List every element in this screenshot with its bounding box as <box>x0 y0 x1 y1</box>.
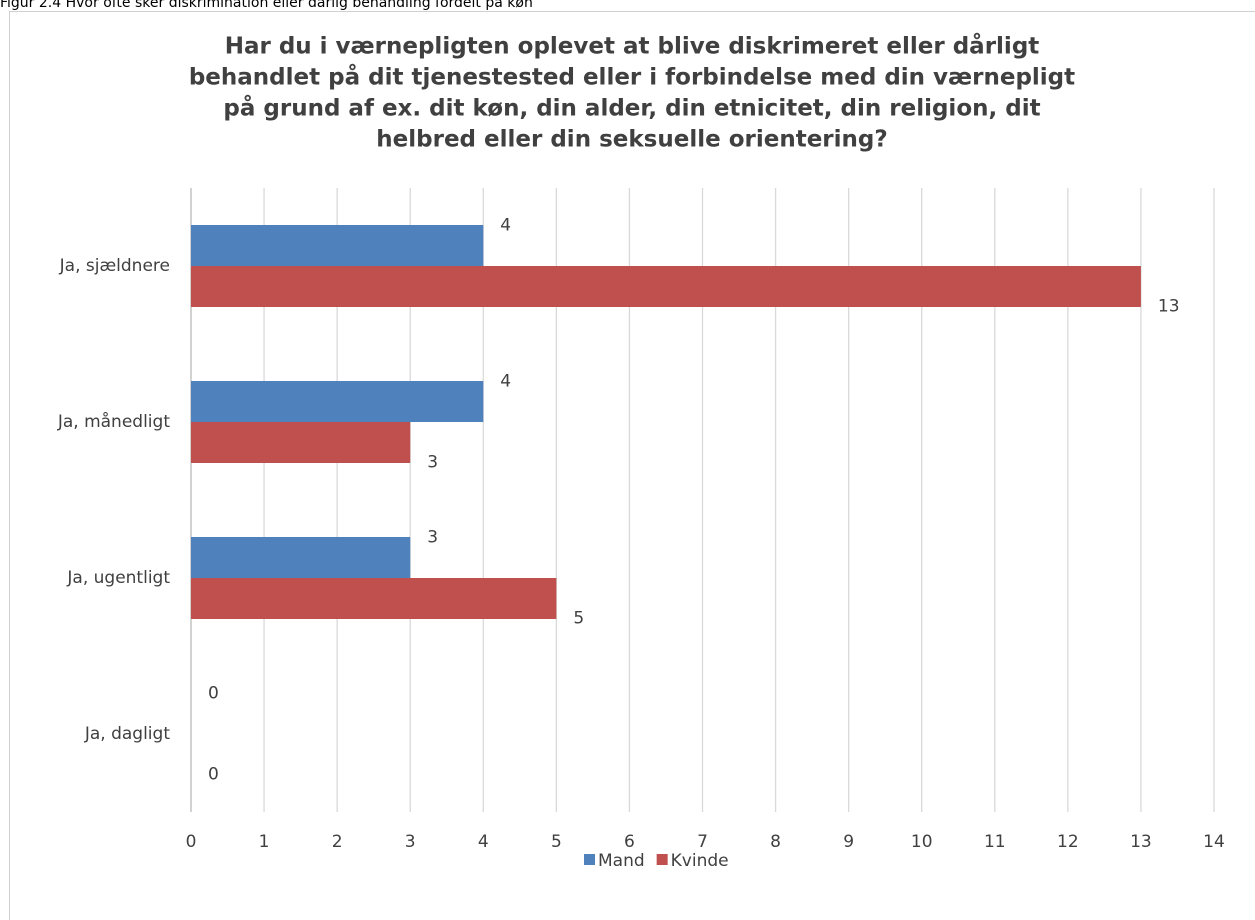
x-tick-label: 1 <box>259 832 270 852</box>
bar <box>191 225 484 266</box>
data-label: 4 <box>500 216 511 236</box>
data-label: 0 <box>208 765 219 785</box>
legend-label: Mand <box>598 851 645 871</box>
x-tick-label: 11 <box>984 832 1006 852</box>
x-tick-label: 13 <box>1130 832 1152 852</box>
y-tick-label: Ja, dagligt <box>84 724 170 744</box>
x-tick-label: 0 <box>186 832 197 852</box>
chart-frame <box>9 11 1255 920</box>
x-tick-label: 9 <box>843 832 854 852</box>
x-tick-label: 14 <box>1203 832 1225 852</box>
chart-title: helbred eller din seksuelle orientering? <box>376 127 887 153</box>
data-label: 0 <box>208 684 219 704</box>
x-tick-label: 5 <box>551 832 562 852</box>
bar <box>191 381 484 422</box>
y-tick-label: Ja, sjældnere <box>59 256 170 276</box>
legend-swatch <box>656 854 668 865</box>
legend-swatch <box>584 854 595 865</box>
x-tick-label: 4 <box>478 832 489 852</box>
data-label: 13 <box>1158 297 1180 317</box>
data-label: 3 <box>427 453 438 473</box>
caption: Figur 2.4 Hvor ofte sker diskrimination … <box>0 0 533 11</box>
bar <box>191 266 1141 307</box>
chart-title: på grund af ex. dit køn, din alder, din … <box>223 95 1040 122</box>
x-tick-label: 6 <box>624 832 635 852</box>
y-tick-label: Ja, månedligt <box>57 411 170 432</box>
x-tick-label: 8 <box>770 832 781 852</box>
y-tick-label: Ja, ugentligt <box>66 568 170 588</box>
x-tick-label: 2 <box>332 832 343 852</box>
legend-label: Kvinde <box>671 851 729 871</box>
x-tick-label: 10 <box>911 832 933 852</box>
bar <box>191 578 557 619</box>
data-label: 4 <box>500 372 511 392</box>
chart-title: Har du i værnepligten oplevet at blive d… <box>225 33 1040 60</box>
bar <box>191 537 411 578</box>
x-tick-label: 12 <box>1057 832 1079 852</box>
data-label: 3 <box>427 528 438 548</box>
x-tick-label: 7 <box>697 832 708 852</box>
chart-title: behandlet på dit tjenestested eller i fo… <box>189 64 1075 91</box>
data-label: 5 <box>573 609 584 629</box>
x-tick-label: 3 <box>405 832 416 852</box>
bar <box>191 422 411 463</box>
